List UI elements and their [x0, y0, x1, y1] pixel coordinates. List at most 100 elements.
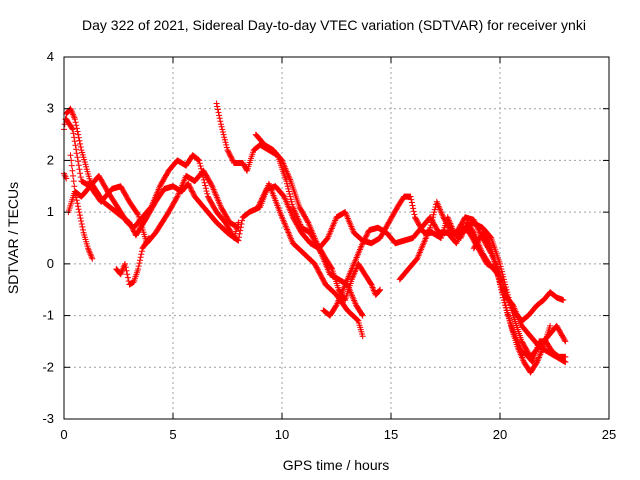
data-point-marker — [255, 202, 262, 209]
data-point-marker — [499, 289, 505, 296]
data-point-marker — [74, 200, 81, 207]
data-point-marker — [431, 206, 438, 213]
data-point-marker — [217, 118, 224, 125]
data-point-marker — [73, 150, 80, 157]
data-point-marker — [354, 317, 361, 324]
data-point-marker — [71, 116, 78, 123]
data-point-marker — [218, 121, 224, 128]
data-point-marker — [286, 191, 293, 197]
series-track — [61, 170, 70, 182]
data-point-marker — [562, 359, 569, 366]
data-point-marker — [354, 316, 360, 323]
data-point-marker — [73, 194, 80, 201]
data-point-marker — [495, 275, 502, 282]
data-point-marker — [226, 151, 233, 157]
data-point-marker — [75, 162, 82, 169]
axis-ticks: 0 5 10 15 20 25 -3 -2 -1 0 1 2 3 4 — [42, 49, 616, 442]
data-point-marker — [124, 271, 131, 278]
y-tick-label: -1 — [42, 308, 54, 323]
data-point-marker — [222, 139, 229, 146]
data-point-marker — [134, 210, 141, 217]
data-point-marker — [485, 239, 492, 246]
data-point-marker — [261, 190, 268, 196]
data-point-marker — [73, 197, 80, 204]
series-track — [65, 167, 242, 247]
data-point-marker — [259, 195, 265, 202]
data-point-marker — [225, 149, 232, 156]
data-point-marker — [190, 191, 197, 197]
y-axis-label: SDTVAR / TECUs — [5, 182, 21, 294]
y-tick-label: 3 — [47, 101, 54, 116]
data-point-marker — [410, 205, 417, 212]
data-point-marker — [235, 237, 242, 244]
data-point-marker — [287, 196, 294, 203]
data-point-marker — [408, 199, 415, 206]
data-point-marker — [360, 238, 367, 245]
data-point-marker — [547, 322, 554, 329]
data-point-marker — [236, 234, 242, 241]
data-point-marker — [341, 296, 348, 302]
y-tick-label: 2 — [47, 152, 54, 167]
data-point-marker — [123, 267, 130, 274]
data-point-marker — [561, 337, 568, 344]
data-point-marker — [427, 222, 434, 229]
data-point-marker — [77, 215, 84, 222]
data-point-marker — [474, 223, 481, 230]
data-point-marker — [70, 130, 77, 137]
data-point-marker — [70, 172, 76, 179]
data-point-marker — [359, 333, 366, 340]
series-track — [396, 198, 554, 376]
data-point-marker — [89, 255, 96, 262]
data-point-marker — [493, 266, 500, 273]
data-point-marker — [377, 286, 384, 293]
data-point-marker — [497, 284, 504, 291]
data-point-marker — [214, 106, 221, 113]
data-point-marker — [428, 219, 435, 226]
data-point-marker — [430, 211, 437, 218]
data-point-marker — [67, 152, 74, 159]
data-point-marker — [69, 167, 76, 174]
data-point-marker — [493, 263, 500, 270]
data-point-marker — [235, 224, 242, 231]
data-point-marker — [408, 196, 415, 203]
data-point-marker — [214, 103, 221, 110]
data-point-marker — [208, 182, 215, 189]
data-point-marker — [75, 158, 82, 165]
data-point-marker — [122, 264, 129, 271]
series-track — [252, 131, 384, 304]
data-point-marker — [87, 251, 94, 258]
data-point-marker — [124, 274, 131, 281]
data-point-marker — [256, 201, 263, 208]
data-point-marker — [219, 126, 226, 133]
data-point-marker — [146, 235, 152, 241]
data-point-marker — [562, 353, 569, 360]
data-point-marker — [499, 291, 506, 298]
data-point-marker — [73, 146, 80, 153]
data-point-marker — [497, 281, 503, 288]
data-point-marker — [228, 154, 235, 161]
data-point-marker — [472, 219, 479, 226]
data-point-marker — [77, 170, 84, 177]
data-point-marker — [187, 184, 194, 191]
data-point-marker — [257, 199, 263, 206]
series-track — [63, 116, 242, 241]
data-point-marker — [203, 188, 210, 195]
data-point-marker — [79, 223, 86, 230]
data-point-marker — [75, 203, 81, 210]
data-point-marker — [255, 204, 261, 210]
series-track — [61, 105, 366, 340]
data-point-marker — [529, 358, 535, 365]
data-point-marker — [496, 278, 503, 285]
data-point-marker — [204, 190, 211, 197]
data-point-marker — [502, 302, 509, 309]
plot-area — [61, 100, 569, 376]
data-point-marker — [361, 237, 367, 244]
data-point-marker — [238, 221, 245, 227]
data-point-marker — [500, 294, 507, 301]
data-point-marker — [220, 131, 227, 138]
data-point-marker — [137, 257, 143, 264]
data-point-marker — [76, 209, 83, 216]
data-point-marker — [138, 251, 145, 258]
y-tick-label: -3 — [42, 411, 54, 426]
data-point-marker — [188, 187, 195, 194]
